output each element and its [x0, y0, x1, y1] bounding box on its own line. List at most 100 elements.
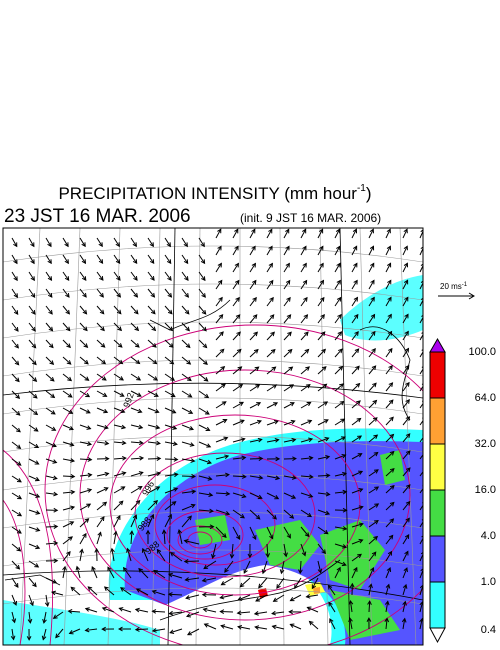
- wind-head: [145, 529, 151, 535]
- wind-arrow: [110, 547, 115, 562]
- wind-shaft: [215, 263, 222, 273]
- wind-arrow: [96, 456, 110, 462]
- wind-arrow: [28, 407, 39, 416]
- wind-arrow: [79, 373, 90, 381]
- wind-head: [48, 326, 54, 332]
- wind-head: [238, 383, 244, 389]
- wind-arrow: [266, 492, 280, 500]
- wind-head: [348, 617, 353, 623]
- wind-arrow: [198, 271, 206, 282]
- wind-shaft: [419, 537, 423, 545]
- wind-arrow: [70, 586, 81, 596]
- wind-arrow: [45, 271, 53, 282]
- wind-shaft: [147, 500, 158, 511]
- wind-head: [121, 471, 127, 476]
- wind-shaft: [419, 264, 423, 273]
- wind-arrow: [45, 407, 56, 415]
- wind-head: [403, 228, 408, 234]
- wind-head: [358, 538, 364, 544]
- wind-head: [99, 276, 104, 281]
- wind-shaft: [232, 492, 246, 498]
- wind-arrow: [62, 356, 72, 365]
- wind-shaft: [62, 491, 75, 494]
- wind-arrow: [130, 356, 141, 365]
- wind-shaft: [45, 339, 54, 348]
- wind-head: [257, 437, 263, 443]
- wind-shaft: [181, 373, 192, 381]
- wind-head: [203, 360, 208, 365]
- wind-arrow: [237, 594, 251, 601]
- wind-shaft: [28, 305, 36, 315]
- wind-arrow: [402, 550, 409, 562]
- wind-arrow: [62, 505, 76, 511]
- wind-arrow: [28, 543, 41, 550]
- wind-head: [403, 279, 409, 285]
- wind-shaft: [45, 577, 57, 584]
- wind-arrow: [147, 513, 155, 528]
- wind-shaft: [181, 339, 191, 348]
- wind-shaft: [186, 594, 200, 599]
- wind-arrow: [334, 296, 342, 307]
- wind-arrow: [266, 438, 280, 443]
- wind-head: [353, 279, 358, 285]
- wind-shaft: [402, 467, 411, 477]
- wind-head: [204, 410, 210, 415]
- wind-shaft: [186, 611, 200, 617]
- wind-arrow: [45, 390, 56, 399]
- wind-head: [30, 242, 35, 248]
- wind-head: [16, 427, 21, 433]
- wind-arrow: [147, 322, 157, 332]
- wind-arrow: [79, 407, 91, 414]
- wind-arrow: [28, 509, 41, 515]
- wind-arrow: [368, 365, 377, 375]
- wind-arrow: [334, 279, 341, 290]
- wind-head: [270, 348, 276, 354]
- wind-arrow: [181, 473, 196, 479]
- wind-shaft: [126, 548, 132, 562]
- wind-arrow: [334, 454, 347, 460]
- wind-shaft: [317, 437, 329, 443]
- wind-shaft: [368, 503, 379, 511]
- wind-head: [289, 514, 295, 519]
- wind-shaft: [113, 305, 122, 315]
- wind-arrow: [401, 617, 407, 630]
- wind-head: [167, 309, 173, 315]
- wind-head: [323, 419, 329, 424]
- wind-arrow: [50, 590, 64, 596]
- wind-scale-arrow: [438, 292, 475, 300]
- wind-shaft: [300, 509, 312, 518]
- wind-shaft: [147, 254, 155, 264]
- wind-head: [15, 411, 21, 416]
- wind-arrow: [249, 245, 256, 256]
- wind-head: [53, 491, 59, 497]
- wind-head: [172, 441, 178, 446]
- wind-arrow: [402, 347, 410, 358]
- wind-arrow: [283, 366, 294, 375]
- wind-head: [149, 513, 155, 519]
- wind-arrow: [215, 296, 223, 307]
- wind-shaft: [334, 263, 341, 273]
- legend-bin: [429, 489, 446, 537]
- wind-shaft: [45, 237, 52, 247]
- wind-head: [200, 259, 206, 265]
- wind-head: [387, 550, 393, 556]
- wind-arrow: [215, 526, 227, 539]
- wind-arrow: [351, 417, 362, 426]
- wind-head: [237, 366, 243, 371]
- wind-arrow: [11, 492, 23, 500]
- wind-head: [169, 551, 175, 557]
- wind-head: [307, 419, 313, 424]
- wind-shaft: [62, 536, 73, 545]
- wind-shaft: [299, 560, 302, 574]
- wind-shaft: [283, 263, 290, 273]
- wind-arrow: [351, 382, 361, 392]
- wind-shaft: [385, 535, 394, 545]
- wind-head: [34, 460, 40, 465]
- wind-head: [319, 262, 324, 268]
- wind-arrow: [198, 424, 211, 432]
- wind-arrow: [249, 475, 264, 480]
- wind-head: [268, 245, 273, 251]
- wind-head: [239, 401, 244, 406]
- wind-shaft: [45, 475, 57, 480]
- wind-arrow: [300, 262, 307, 273]
